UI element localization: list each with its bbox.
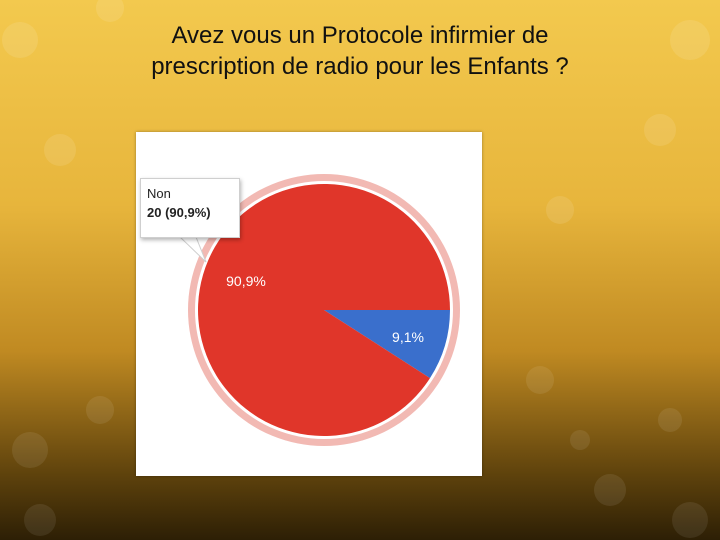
slide-title-line-2: prescription de radio pour les Enfants ?	[151, 53, 569, 80]
tooltip-series-name: Non	[147, 186, 171, 201]
pie-chart-card: 90,9% 9,1% Non 20 (90,9%)	[136, 132, 482, 476]
slice-label-oui: 9,1%	[392, 329, 424, 345]
pie-chart: 90,9% 9,1%	[178, 174, 460, 446]
tooltip-pointer	[178, 236, 207, 263]
slide-title-line-1: Avez vous un Protocole infirmier de	[171, 22, 549, 49]
chart-tooltip: Non 20 (90,9%)	[140, 178, 240, 238]
slice-label-non: 90,9%	[226, 273, 266, 289]
tooltip-value: 20 (90,9%)	[147, 205, 211, 220]
pie-slice-non[interactable]	[198, 184, 450, 437]
pie-slice-oui[interactable]	[324, 310, 450, 379]
slide-title: Avez vous un Protocole infirmier de pres…	[40, 20, 680, 82]
